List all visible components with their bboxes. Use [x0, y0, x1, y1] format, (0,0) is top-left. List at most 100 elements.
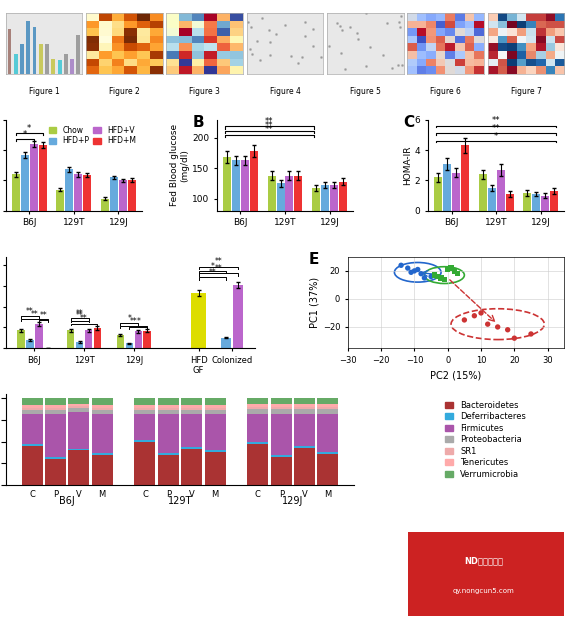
- Point: [477, 308, 486, 318]
- Point: [437, 273, 446, 283]
- Bar: [14, 54, 18, 74]
- Bar: [205, 451, 226, 452]
- Point: [266, 50, 275, 60]
- Bar: [135, 442, 156, 485]
- Bar: [68, 449, 89, 451]
- Bar: [205, 399, 226, 405]
- Text: **: **: [265, 117, 274, 126]
- Text: B6J: B6J: [59, 496, 75, 506]
- Bar: [294, 407, 315, 409]
- Bar: [51, 58, 55, 74]
- Bar: [286, 175, 294, 259]
- Bar: [181, 447, 202, 449]
- Bar: [181, 414, 202, 447]
- Bar: [294, 448, 315, 485]
- Bar: [117, 335, 124, 348]
- Legend: Chow, HFD+P, HFD+V, HFD+M: Chow, HFD+P, HFD+V, HFD+M: [46, 123, 138, 148]
- Point: [397, 260, 406, 270]
- Y-axis label: HOMA-IR: HOMA-IR: [403, 146, 412, 185]
- Bar: [128, 180, 136, 211]
- Point: [335, 21, 344, 31]
- Point: [378, 49, 388, 60]
- Bar: [21, 155, 29, 211]
- Bar: [158, 408, 179, 410]
- Bar: [247, 442, 268, 444]
- FancyBboxPatch shape: [408, 532, 564, 616]
- Text: **: **: [130, 317, 138, 326]
- Point: [470, 311, 479, 321]
- Text: **: **: [214, 264, 222, 273]
- Bar: [158, 455, 179, 485]
- Text: **: **: [76, 311, 83, 320]
- Text: Figure 2: Figure 2: [109, 87, 140, 96]
- Point: [264, 25, 274, 35]
- Point: [420, 273, 429, 283]
- Point: [397, 10, 406, 21]
- Text: *: *: [128, 314, 131, 323]
- Bar: [191, 293, 206, 348]
- Point: [345, 22, 354, 32]
- Text: Figure 1: Figure 1: [28, 87, 59, 96]
- Bar: [30, 144, 38, 211]
- Point: [510, 333, 519, 343]
- Bar: [443, 164, 451, 211]
- Point: [403, 263, 412, 273]
- Bar: [205, 452, 226, 485]
- Point: [298, 52, 307, 62]
- Point: [433, 272, 442, 282]
- Bar: [223, 157, 231, 259]
- Bar: [550, 191, 558, 211]
- Point: [388, 63, 397, 73]
- Bar: [144, 331, 151, 348]
- Point: [353, 34, 362, 44]
- Text: Figure 4: Figure 4: [270, 87, 300, 96]
- Bar: [479, 175, 487, 211]
- Bar: [250, 152, 258, 259]
- Point: [340, 64, 349, 74]
- Bar: [39, 145, 47, 211]
- Bar: [233, 285, 243, 348]
- X-axis label: PC2 (15%): PC2 (15%): [430, 370, 482, 380]
- Bar: [317, 407, 339, 409]
- Bar: [22, 444, 43, 446]
- Bar: [247, 409, 268, 414]
- Bar: [271, 414, 292, 455]
- Bar: [70, 59, 74, 74]
- Bar: [92, 405, 113, 408]
- Bar: [452, 173, 460, 211]
- Text: **: **: [492, 116, 500, 125]
- Bar: [506, 194, 514, 211]
- Bar: [247, 414, 268, 442]
- Bar: [56, 189, 64, 211]
- Bar: [110, 177, 118, 211]
- Point: [336, 48, 345, 58]
- Bar: [158, 410, 179, 414]
- Bar: [92, 453, 113, 455]
- Bar: [247, 444, 268, 485]
- Bar: [158, 453, 179, 455]
- Bar: [317, 452, 339, 454]
- Text: **: **: [39, 311, 47, 320]
- Bar: [532, 194, 540, 211]
- Point: [287, 51, 296, 62]
- Bar: [68, 408, 89, 412]
- Bar: [58, 60, 62, 74]
- Text: ND农企新闻网: ND农企新闻网: [464, 557, 503, 566]
- Bar: [45, 405, 66, 408]
- Bar: [339, 182, 347, 259]
- Bar: [92, 410, 113, 414]
- Point: [393, 60, 402, 70]
- Point: [361, 60, 370, 71]
- Bar: [434, 177, 442, 211]
- Bar: [92, 455, 113, 485]
- Bar: [135, 410, 156, 414]
- Bar: [135, 405, 156, 408]
- Bar: [68, 399, 89, 404]
- Bar: [93, 328, 101, 348]
- Point: [446, 263, 455, 273]
- Point: [406, 267, 416, 277]
- Bar: [294, 175, 302, 259]
- Text: qy.nongcun5.com: qy.nongcun5.com: [453, 588, 514, 594]
- Bar: [76, 342, 83, 348]
- Bar: [67, 330, 75, 348]
